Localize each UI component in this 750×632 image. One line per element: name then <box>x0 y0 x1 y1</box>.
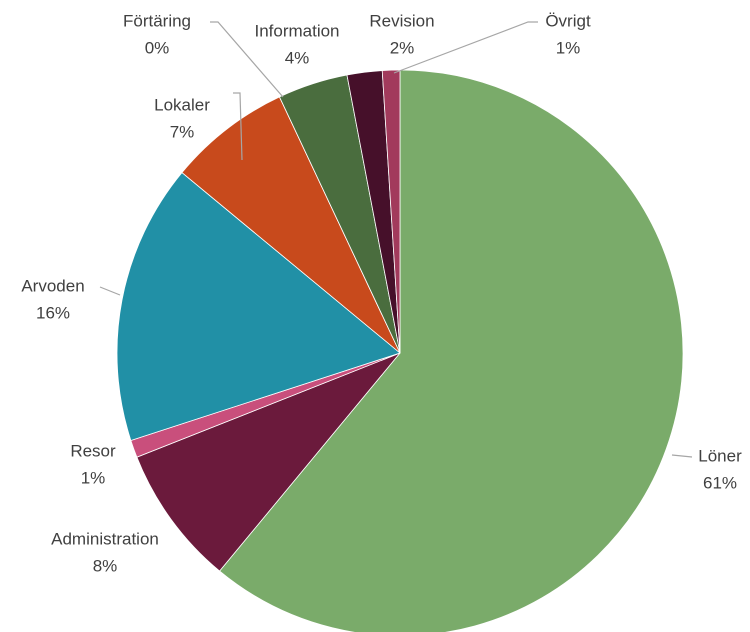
slice-value-label: 7% <box>170 122 195 141</box>
slice-value-label: 1% <box>81 468 106 487</box>
leader-line <box>233 92 243 161</box>
slice-label: Lokaler <box>154 95 210 114</box>
pie-slice <box>181 96 401 354</box>
pie-slice <box>219 69 684 632</box>
slice-value-label: 4% <box>285 48 310 67</box>
slice-value-label: 61% <box>703 473 737 492</box>
slice-label: Löner <box>698 446 742 465</box>
slice-label: Information <box>254 21 339 40</box>
slice-value-label: 1% <box>556 38 581 57</box>
slice-label: Arvoden <box>21 276 84 295</box>
leader-line <box>99 286 121 296</box>
pie-slice <box>136 352 401 572</box>
pie-slice <box>381 69 401 354</box>
leader-line <box>210 21 284 98</box>
slice-label: Resor <box>70 441 116 460</box>
slice-label: Förtäring <box>123 11 191 30</box>
slice-label: Revision <box>369 11 434 30</box>
pie-slice <box>116 172 401 441</box>
slice-value-label: 2% <box>390 38 415 57</box>
leader-line <box>671 454 693 458</box>
slice-value-label: 0% <box>145 38 170 57</box>
slice-label: Administration <box>51 529 159 548</box>
leader-line <box>393 21 538 74</box>
slice-label: Övrigt <box>545 11 591 30</box>
slice-value-label: 16% <box>36 303 70 322</box>
slice-value-label: 8% <box>93 556 118 575</box>
